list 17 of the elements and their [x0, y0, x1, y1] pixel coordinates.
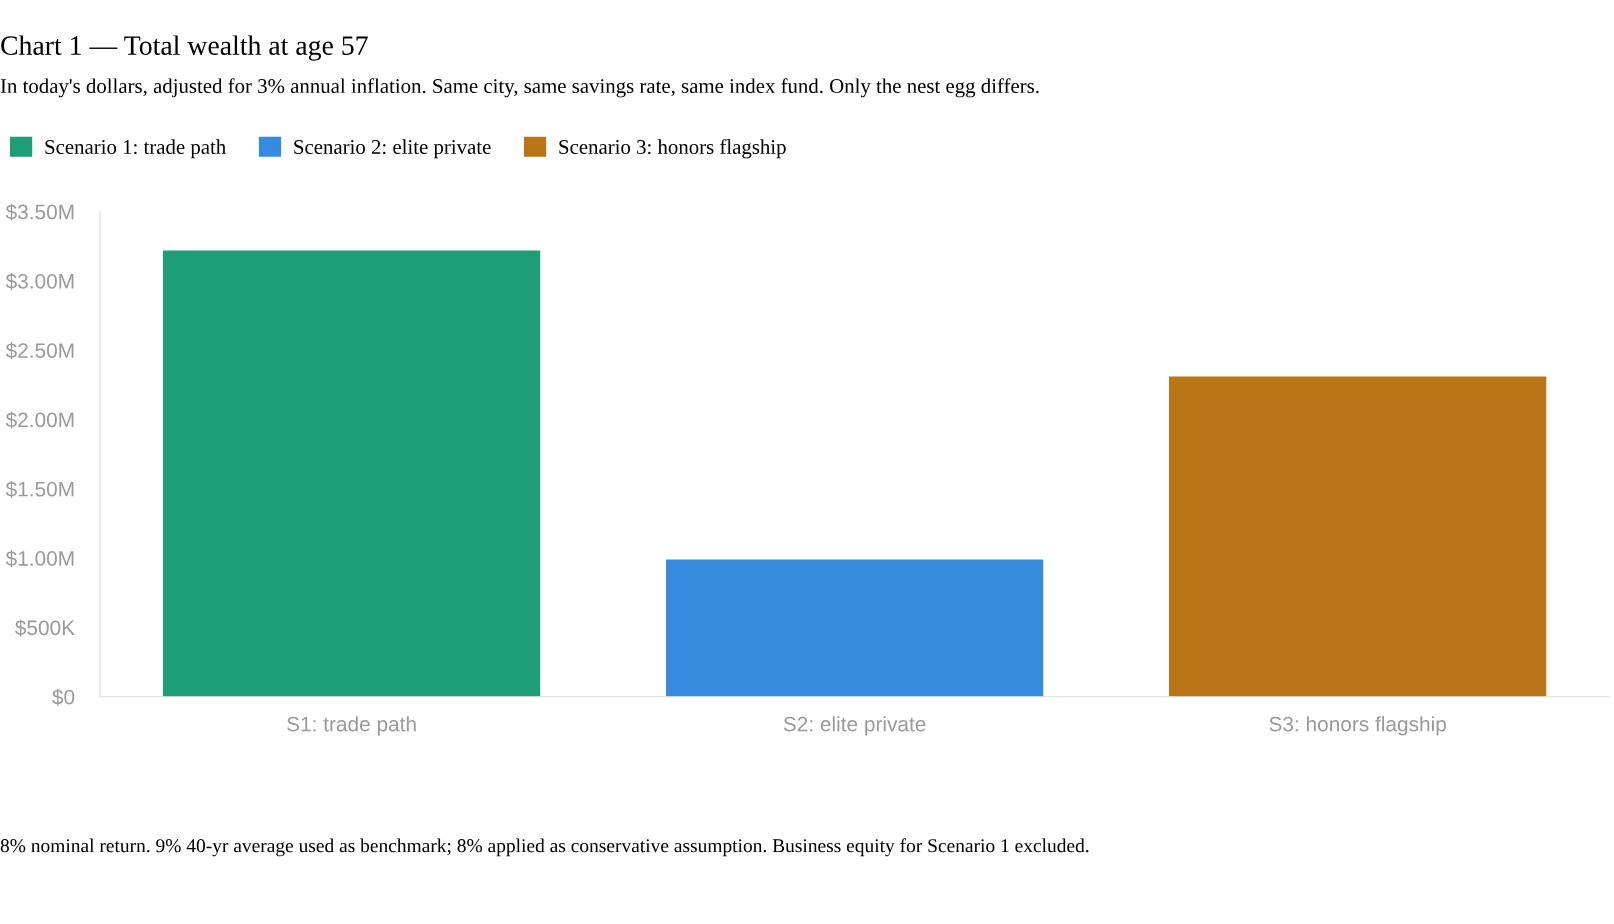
text: 8% nominal return. 9% 40-yr average used as benchmark; 8% applied as conservative assumption. Business equity for Scenario 1 excluded.	[0, 838, 1089, 857]
y-tick-label: $2.50M	[5, 342, 74, 360]
x-tick-label: S1: trade path	[287, 716, 416, 736]
x-tick-label: S3: honors flagship	[1269, 716, 1446, 736]
y-tick-label: $0	[52, 688, 75, 706]
chart-title: Chart 1 — Total wealth at age 57	[1, 35, 368, 61]
y-tick-label: $3.00M	[5, 273, 74, 290]
y-tick-label: $1.50M	[5, 480, 74, 498]
legend-label: Scenario 2: elite private	[294, 139, 491, 159]
y-tick-label: $1.00M	[5, 550, 74, 568]
y-tick-label: $500K	[15, 619, 75, 637]
y-tick-label: $3.50M	[5, 203, 74, 221]
legend-label: Scenario 1: trade path	[45, 139, 226, 159]
legend-label: Scenario 3: honors flagship	[559, 139, 786, 159]
x-tick-label: S2: elite private	[783, 716, 926, 736]
chart-subtitle: In today's dollars, adjusted for 3% annual inflation. Same city, same savings rate, same index fund. Only the nest egg differs.	[0, 78, 1039, 98]
y-tick-label: $2.00M	[5, 411, 74, 429]
